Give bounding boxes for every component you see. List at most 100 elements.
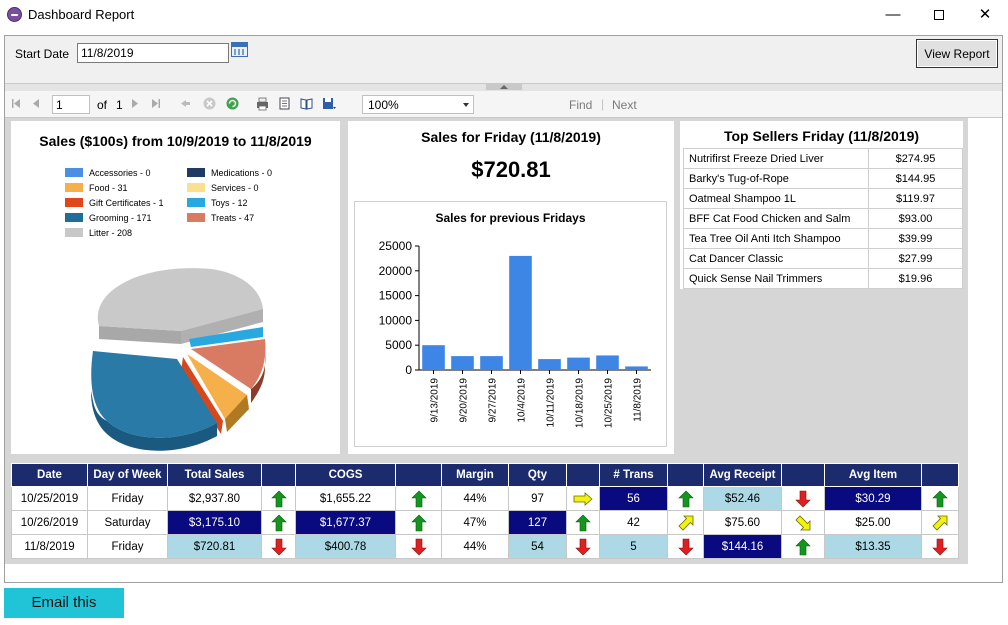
kpi-header: Avg Receipt	[703, 463, 782, 487]
kpi-header	[667, 463, 704, 487]
kpi-cogs: $1,677.37	[295, 510, 396, 535]
export-icon[interactable]	[321, 96, 336, 111]
first-page-icon[interactable]	[9, 96, 24, 111]
top-sellers-title: Top Sellers Friday (11/8/2019)	[723, 128, 920, 144]
refresh-icon[interactable]	[225, 96, 240, 111]
kpi-arrow-cell	[261, 534, 296, 559]
parameter-bar: Start Date View Report	[5, 36, 1002, 84]
down-arrow-icon	[410, 538, 427, 555]
bar	[509, 255, 532, 370]
pie-slice-food-side	[225, 395, 249, 432]
up-right-arrow-icon	[677, 515, 695, 531]
legend-swatch	[187, 168, 205, 177]
kpi-arrow-cell	[781, 486, 825, 511]
window-title: Dashboard Report	[28, 7, 135, 22]
kpi-date: 10/25/2019	[11, 486, 88, 511]
legend-item: Treats - 47	[187, 213, 254, 225]
kpi-qty: 97	[508, 486, 567, 511]
print-icon[interactable]	[255, 96, 270, 111]
parameter-collapse-bar	[5, 84, 1002, 91]
pie-slice-grooming	[91, 351, 217, 438]
page-number-input[interactable]	[52, 95, 90, 114]
x-tick-label: 9/27/2019	[488, 378, 499, 423]
start-date-label: Start Date	[15, 47, 70, 61]
friday-sales-amount: $720.81	[471, 157, 551, 182]
kpi-arrow-cell	[667, 486, 704, 511]
start-date-input[interactable]	[77, 43, 229, 63]
kpi-row: 10/25/2019 Friday $2,937.80 $1,655.22 44% 97 5…	[11, 486, 959, 511]
kpi-item: $25.00	[824, 510, 922, 535]
last-page-icon[interactable]	[148, 96, 163, 111]
top-seller-name: Barky's Tug-of-Rope	[683, 168, 869, 189]
pie-slice-treats-side	[251, 353, 266, 403]
x-tick-label: 11/8/2019	[633, 378, 644, 422]
top-seller-row: Tea Tree Oil Anti Itch Shampoo $39.99	[683, 228, 963, 249]
pie-slice-food	[187, 354, 247, 419]
down-arrow-icon	[932, 538, 948, 555]
y-tick-label: 20000	[379, 264, 413, 278]
kpi-header: Date	[11, 463, 88, 487]
previous-fridays-bar-chart: 0 5000 10000 15000 20000 25000 9/13/2019 9/20/2…	[379, 239, 651, 428]
kpi-arrow-cell	[566, 534, 600, 559]
zoom-select[interactable]: 100%	[362, 95, 474, 114]
collapse-parameters-button[interactable]	[486, 84, 522, 90]
legend-swatch	[65, 228, 83, 237]
bar	[422, 345, 445, 370]
up-arrow-icon	[677, 490, 694, 507]
legend-swatch	[187, 183, 205, 192]
email-this-button[interactable]: Email this	[4, 588, 124, 618]
kpi-arrow-cell	[395, 486, 442, 511]
back-icon[interactable]	[178, 96, 193, 111]
kpi-cogs: $400.78	[295, 534, 396, 559]
x-tick-label: 10/25/2019	[604, 378, 615, 428]
legend-item: Services - 0	[187, 183, 259, 195]
close-button[interactable]: ✕	[978, 6, 992, 23]
kpi-trans: 56	[599, 486, 668, 511]
top-seller-value: $19.96	[868, 268, 963, 289]
pie-slice-treats	[191, 339, 266, 389]
legend-label: Food - 31	[89, 183, 128, 193]
kpi-trans: 5	[599, 534, 668, 559]
down-arrow-icon	[795, 490, 811, 507]
next-page-icon[interactable]	[127, 96, 142, 111]
find-next-link[interactable]: Next	[612, 98, 637, 112]
legend-label: Grooming - 171	[89, 213, 152, 223]
kpi-arrow-cell	[395, 510, 442, 535]
calendar-icon[interactable]	[231, 42, 248, 57]
kpi-header: Avg Item	[824, 463, 922, 487]
right-arrow-icon	[573, 491, 593, 506]
kpi-arrow-cell	[261, 510, 296, 535]
print-layout-icon[interactable]	[277, 96, 292, 111]
kpi-arrow-cell	[921, 510, 959, 535]
kpi-header: Qty	[508, 463, 567, 487]
pie-slice-litter-side-b	[181, 309, 263, 344]
maximize-button[interactable]	[916, 0, 962, 30]
kpi-row: 10/26/2019 Saturday $3,175.10 $1,677.37 47% 1…	[11, 510, 959, 535]
view-report-button[interactable]: View Report	[916, 39, 998, 68]
kpi-arrow-cell	[667, 510, 704, 535]
legend-item: Litter - 208	[65, 228, 132, 240]
stop-icon[interactable]	[202, 96, 217, 111]
top-seller-value: $27.99	[868, 248, 963, 269]
top-seller-row: BFF Cat Food Chicken and Salm $93.00	[683, 208, 963, 229]
legend-item: Grooming - 171	[65, 213, 152, 225]
kpi-receipt: $75.60	[703, 510, 782, 535]
kpi-header-row: Date Day of Week Total Sales COGS Margin Qty #…	[11, 463, 959, 487]
up-arrow-icon	[270, 490, 287, 507]
page-setup-icon[interactable]	[299, 96, 314, 111]
legend-item: Accessories - 0	[65, 168, 151, 180]
down-arrow-icon	[677, 538, 694, 555]
legend-item: Food - 31	[65, 183, 128, 195]
kpi-arrow-cell	[566, 510, 600, 535]
kpi-qty: 127	[508, 510, 567, 535]
kpi-qty: 54	[508, 534, 567, 559]
kpi-item: $30.29	[824, 486, 922, 511]
kpi-header	[395, 463, 442, 487]
minimize-button[interactable]: —	[885, 6, 901, 23]
previous-page-icon[interactable]	[29, 96, 44, 111]
find-link[interactable]: Find	[569, 98, 593, 112]
top-seller-name: Tea Tree Oil Anti Itch Shampoo	[683, 228, 869, 249]
bar	[625, 366, 648, 370]
down-arrow-icon	[575, 538, 591, 555]
report-toolbar: of 1 100% Find | Next	[5, 91, 1002, 118]
